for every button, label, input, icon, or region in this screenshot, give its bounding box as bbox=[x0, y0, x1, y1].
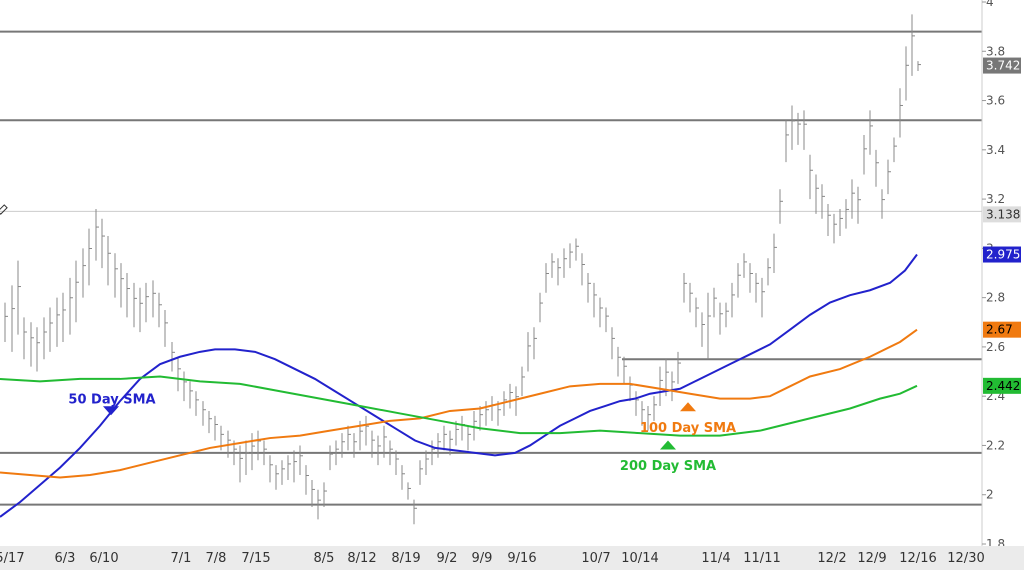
y-tick-label: 2.8 bbox=[986, 291, 1005, 305]
x-tick-label: 8/12 bbox=[347, 551, 376, 566]
x-tick-label: 7/15 bbox=[241, 551, 270, 566]
x-axis-band bbox=[0, 546, 1024, 570]
price-label-text: 3.138 bbox=[986, 207, 1020, 221]
y-tick-label: 4 bbox=[986, 0, 994, 9]
price-label: 2.67 bbox=[983, 321, 1021, 338]
x-tick-label: 5/17 bbox=[0, 551, 25, 566]
price-label: 2.975 bbox=[983, 246, 1021, 263]
price-label-text: 2.67 bbox=[986, 323, 1013, 337]
price-label-box bbox=[983, 57, 1021, 74]
price-label-text: 2.975 bbox=[986, 248, 1020, 262]
sma-annotation-label: 50 Day SMA bbox=[68, 393, 155, 408]
x-tick-label: 7/8 bbox=[206, 551, 227, 566]
x-tick-label: 8/5 bbox=[314, 551, 335, 566]
y-tick-label: 3.4 bbox=[986, 143, 1005, 157]
x-tick-label: 9/16 bbox=[507, 551, 536, 566]
sma-annotations: 50 Day SMA 100 Day SMA 200 Day SMA bbox=[68, 393, 736, 475]
price-label-box bbox=[983, 206, 1021, 223]
x-tick-label: 12/2 bbox=[817, 551, 846, 566]
price-label: 3.138 bbox=[983, 206, 1021, 223]
y-tick-label: 3.2 bbox=[986, 192, 1005, 206]
y-axis-ticks: 1.822.22.42.62.833.23.43.63.84 bbox=[982, 0, 1005, 551]
support-resistance-lines bbox=[0, 30, 982, 506]
pencil-icon[interactable] bbox=[0, 204, 8, 215]
sma-line bbox=[0, 253, 918, 518]
price-label-text: 2.442 bbox=[986, 379, 1020, 393]
sma-annotation-label: 200 Day SMA bbox=[620, 459, 716, 474]
triangle-marker-icon bbox=[103, 406, 119, 416]
price-bars bbox=[4, 14, 921, 525]
y-tick-label: 2.2 bbox=[986, 438, 1005, 452]
x-tick-label: 11/11 bbox=[743, 551, 780, 566]
price-label-text: 3.742 bbox=[986, 59, 1020, 73]
x-tick-label: 12/16 bbox=[899, 551, 936, 566]
sma-annotation-label: 100 Day SMA bbox=[640, 421, 736, 436]
y-tick-label: 3.8 bbox=[986, 44, 1005, 58]
x-tick-label: 9/2 bbox=[437, 551, 458, 566]
x-tick-label: 11/4 bbox=[701, 551, 730, 566]
moving-average-lines bbox=[0, 253, 918, 518]
triangle-marker-icon bbox=[660, 440, 676, 450]
price-labels: 3.742 3.138 2.975 2.67 2.442 bbox=[983, 57, 1021, 394]
price-label-box bbox=[983, 377, 1021, 394]
price-label: 3.742 bbox=[983, 57, 1021, 74]
y-tick-label: 2 bbox=[986, 488, 994, 502]
y-tick-label: 2.6 bbox=[986, 340, 1005, 354]
y-tick-label: 3.6 bbox=[986, 94, 1005, 108]
sma-line bbox=[0, 328, 918, 479]
x-axis-ticks: 5/17 6/3 6/10 7/1 7/8 7/15 8/5 8/12 8/19 9/2 9/9 9/… bbox=[0, 551, 985, 566]
x-tick-label: 6/10 bbox=[89, 551, 118, 566]
price-label-box bbox=[983, 321, 1021, 338]
x-tick-label: 12/9 bbox=[857, 551, 886, 566]
x-tick-label: 6/3 bbox=[55, 551, 76, 566]
triangle-marker-icon bbox=[680, 402, 696, 412]
price-label: 2.442 bbox=[983, 377, 1021, 394]
x-tick-label: 8/19 bbox=[391, 551, 420, 566]
x-tick-label: 12/30 bbox=[947, 551, 984, 566]
sma-line bbox=[0, 375, 918, 437]
x-tick-label: 9/9 bbox=[472, 551, 493, 566]
price-label-box bbox=[983, 246, 1021, 263]
x-tick-label: 10/7 bbox=[581, 551, 610, 566]
x-tick-label: 10/14 bbox=[621, 551, 658, 566]
x-tick-label: 7/1 bbox=[171, 551, 192, 566]
